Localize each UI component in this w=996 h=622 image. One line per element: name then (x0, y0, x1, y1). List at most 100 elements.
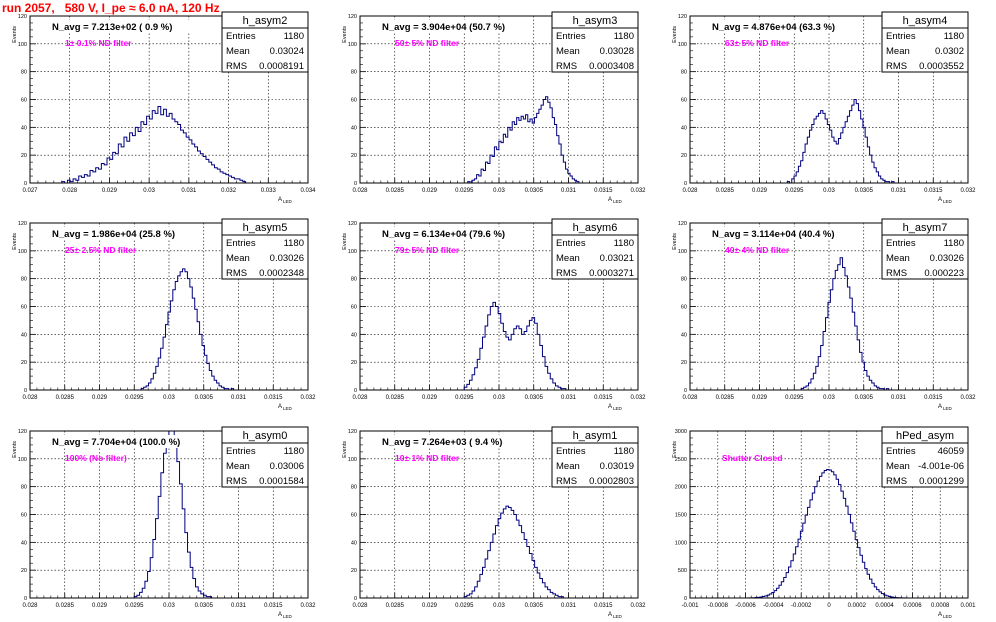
y-axis-label: Events (672, 441, 678, 458)
x-tick-label: 0.0002 (848, 603, 867, 609)
stats-value: 0.0008191 (259, 61, 304, 72)
stats-value: 1180 (614, 31, 634, 42)
x-axis-label: A (608, 197, 612, 203)
stats-label: RMS (886, 476, 907, 487)
y-tick-label: 120 (18, 14, 27, 20)
stats-value: 1180 (944, 31, 964, 42)
histogram-panel-h_asym3: 0.028 0.0285 0.029 0.0295 0.03 0.0305 0.031 0.0… (342, 11, 646, 204)
x-tick-label: 0.031 (891, 395, 907, 401)
x-tick-label: 0.031 (181, 188, 197, 194)
y-tick-label: 80 (681, 277, 687, 283)
y-tick-label: 20 (351, 153, 357, 159)
stats-label: Entries (886, 238, 916, 249)
x-tick-label: 0.029 (92, 603, 108, 609)
x-tick-label: -0.0006 (735, 603, 756, 609)
stats-value: 0.000223 (924, 268, 964, 279)
y-tick-label: 40 (351, 125, 357, 131)
y-tick-label: 0 (24, 388, 27, 394)
x-tick-label: 0.029 (752, 188, 768, 194)
histogram-line (745, 469, 913, 599)
x-tick-label: 0.029 (422, 188, 438, 194)
histogram-panel-h_asym6: 0.028 0.0285 0.029 0.0295 0.03 0.0305 0.031 0.0… (342, 218, 646, 411)
x-tick-label: 0.0315 (594, 603, 613, 609)
plot-frame (359, 222, 639, 391)
stats-value: 0.03026 (270, 253, 304, 264)
x-tick-label: -0.0002 (791, 603, 812, 609)
x-axis-label-subscript: LED (613, 614, 623, 619)
stats-title: h_asym6 (573, 222, 618, 234)
y-tick-label: 40 (21, 125, 27, 131)
x-tick-label: 0.028 (352, 395, 368, 401)
histogram-line (463, 505, 569, 599)
x-tick-label: 0.028 (682, 395, 698, 401)
x-tick-label: 0.0315 (924, 395, 943, 401)
x-tick-label: 0.0295 (455, 603, 474, 609)
stats-label: Mean (226, 46, 250, 57)
y-tick-label: 20 (681, 153, 687, 159)
x-axis-label-subscript: LED (613, 406, 623, 411)
y-tick-label: 60 (351, 98, 357, 104)
y-tick-label: 120 (348, 14, 357, 20)
x-tick-label: 0.0305 (195, 603, 214, 609)
n-avg-label: N_avg = 4.876e+04 (63.3 %) (712, 22, 835, 33)
x-axis-label: A (938, 404, 942, 410)
x-axis-label: A (278, 404, 282, 410)
stats-label: Mean (226, 253, 250, 264)
y-tick-label: 0 (354, 388, 357, 394)
x-axis-label: A (608, 612, 612, 618)
x-tick-label: 0.0285 (56, 395, 75, 401)
y-axis-label: Events (342, 233, 348, 250)
x-tick-label: 0.03 (493, 395, 505, 401)
y-tick-label: 100 (348, 42, 357, 48)
stats-label: Mean (556, 253, 580, 264)
x-tick-label: 0.028 (22, 603, 38, 609)
x-tick-label: 0.03 (493, 603, 505, 609)
stats-label: Mean (886, 46, 910, 57)
x-tick-label: 0.029 (92, 395, 108, 401)
y-axis-label: Events (12, 233, 18, 250)
x-tick-label: 0.0285 (386, 395, 405, 401)
y-tick-label: 60 (21, 513, 27, 519)
x-axis-label-subscript: LED (283, 406, 293, 411)
stats-box (221, 218, 309, 280)
x-tick-label: 0.0004 (875, 603, 894, 609)
y-tick-label: 0 (684, 596, 687, 602)
x-tick-label: 0.0295 (125, 603, 144, 609)
x-axis-label-subscript: LED (943, 614, 953, 619)
stats-label: RMS (556, 268, 577, 279)
x-tick-label: 0.031 (231, 603, 247, 609)
plot-frame (29, 15, 309, 184)
stats-label: Entries (226, 238, 256, 249)
stats-value: 0.0002803 (589, 476, 634, 487)
y-tick-label: 100 (18, 42, 27, 48)
n-avg-label: N_avg = 6.134e+04 (79.6 %) (382, 229, 505, 240)
y-tick-label: 80 (21, 277, 27, 283)
y-tick-label: 1000 (675, 540, 687, 546)
stats-box (881, 218, 969, 280)
x-tick-label: 0.032 (221, 188, 237, 194)
x-tick-label: 0.0305 (525, 395, 544, 401)
x-tick-label: 0.032 (630, 395, 646, 401)
y-axis-label: Events (342, 26, 348, 43)
stats-label: Entries (226, 446, 256, 457)
n-avg-background (49, 20, 198, 33)
y-tick-label: 2500 (675, 457, 687, 463)
x-tick-label: 0.0315 (924, 188, 943, 194)
plot-frame (689, 430, 969, 599)
plot-frame (29, 222, 309, 391)
y-tick-label: 40 (681, 125, 687, 131)
stats-value: 1180 (284, 446, 304, 457)
stats-label: RMS (556, 61, 577, 72)
x-tick-label: 0.0285 (386, 188, 405, 194)
y-tick-label: 60 (351, 513, 357, 519)
plot-frame (29, 430, 309, 599)
histogram-panel-h_asym2: 0.027 0.028 0.029 0.03 0.031 0.032 0.033 0.034 0… (12, 11, 316, 204)
x-tick-label: 0.031 (561, 395, 577, 401)
y-tick-label: 20 (21, 153, 27, 159)
x-tick-label: 0.032 (300, 603, 316, 609)
y-tick-label: 40 (681, 332, 687, 338)
stats-title: h_asym2 (243, 15, 288, 27)
y-tick-label: 20 (681, 360, 687, 366)
y-tick-label: 100 (18, 457, 27, 463)
stats-value: 1180 (614, 238, 634, 249)
